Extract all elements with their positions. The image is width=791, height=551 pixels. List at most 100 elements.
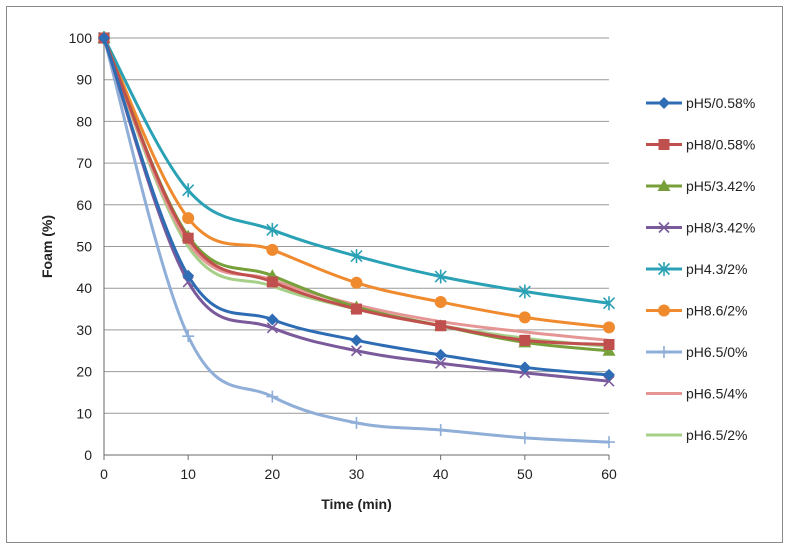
series-line xyxy=(102,37,610,444)
data-point xyxy=(266,313,279,326)
data-point xyxy=(603,368,615,381)
y-tick-label: 100 xyxy=(69,30,93,46)
series-line xyxy=(102,37,610,349)
data-point xyxy=(603,321,615,334)
data-point xyxy=(98,32,110,44)
data-point xyxy=(602,344,616,356)
y-tick-label: 70 xyxy=(76,155,92,171)
chart-frame xyxy=(6,6,783,543)
x-tick-label: 0 xyxy=(100,466,108,482)
series-pH6.5/0% xyxy=(98,32,615,449)
data-point xyxy=(350,276,363,289)
y-tick-label: 40 xyxy=(76,280,92,296)
data-point xyxy=(603,375,615,387)
y-tick-label: 90 xyxy=(76,72,92,88)
y-axis-title: Foam (%) xyxy=(39,215,55,278)
legend-label: pH4.3/2% xyxy=(686,261,747,277)
data-point xyxy=(435,320,447,332)
legend-item: pH8/3.42% xyxy=(646,220,755,236)
data-point xyxy=(434,295,447,308)
y-tick-label: 30 xyxy=(76,322,92,338)
series-line xyxy=(102,37,610,342)
y-tick-label: 20 xyxy=(76,364,92,380)
data-point xyxy=(602,296,616,311)
legend-marker xyxy=(657,262,671,276)
data-point xyxy=(350,249,363,264)
data-point xyxy=(350,334,363,347)
data-point xyxy=(182,183,195,198)
x-tick-labels: 0 10 20 30 40 50 60 xyxy=(100,466,617,482)
legend-marker xyxy=(658,304,670,317)
legend-label: pH6.5/0% xyxy=(686,344,747,360)
y-tick-label: 0 xyxy=(84,447,92,463)
data-point xyxy=(350,416,363,429)
legend-item: pH6.5/0% xyxy=(646,344,747,360)
data-point xyxy=(518,311,531,324)
series-pH8.6/2% xyxy=(98,32,615,334)
data-point xyxy=(603,338,615,350)
legend-label: pH8/3.42% xyxy=(686,220,755,236)
series-pH6.5/2% xyxy=(102,37,610,349)
x-tick-label: 40 xyxy=(433,466,449,482)
data-point xyxy=(182,330,195,343)
legend-item: pH8.6/2% xyxy=(646,303,747,319)
legend-item: pH5/0.58% xyxy=(646,95,755,111)
y-tick-labels: 0 10 20 30 40 50 60 70 80 90 100 xyxy=(69,30,93,463)
series-line xyxy=(102,37,610,346)
data-point xyxy=(434,423,447,436)
x-tick-label: 30 xyxy=(349,466,365,482)
x-axis-title: Time (min) xyxy=(321,496,392,512)
data-point xyxy=(518,431,531,444)
data-point xyxy=(519,334,531,346)
y-tick-label: 80 xyxy=(76,113,92,129)
legend-label: pH5/3.42% xyxy=(686,178,755,194)
series-pH4.3/2% xyxy=(97,31,616,311)
legend-item: pH8/0.58% xyxy=(646,137,755,153)
x-tick-label: 50 xyxy=(517,466,533,482)
data-point xyxy=(434,269,447,284)
legend-marker xyxy=(657,179,671,191)
data-point xyxy=(266,243,279,256)
series-line xyxy=(102,37,610,383)
data-point xyxy=(182,269,195,282)
legend-item: pH6.5/2% xyxy=(646,427,747,443)
x-tick-label: 20 xyxy=(265,466,281,482)
data-point xyxy=(266,222,279,237)
legend-label: pH5/0.58% xyxy=(686,95,755,111)
data-point xyxy=(266,322,278,334)
legend-marker xyxy=(658,97,670,109)
legend-label: pH6.5/2% xyxy=(686,427,747,443)
legend: pH5/0.58% pH8/0.58% pH5/3.42% pH8/3.42% pH4.… xyxy=(646,95,755,443)
y-tick-label: 60 xyxy=(76,197,92,213)
data-point xyxy=(266,276,278,288)
axes xyxy=(103,38,610,460)
legend-marker xyxy=(658,139,670,150)
data-point xyxy=(434,348,447,361)
legend-item: pH6.5/4% xyxy=(646,386,747,402)
x-tick-label: 60 xyxy=(601,466,617,482)
legend-item: pH5/3.42% xyxy=(646,178,755,194)
data-point xyxy=(351,303,362,315)
series-group xyxy=(97,31,616,449)
data-point xyxy=(266,390,279,403)
legend-label: pH8/0.58% xyxy=(686,137,755,153)
series-pH5/0.58% xyxy=(98,32,615,381)
data-point xyxy=(350,345,363,357)
x-tick-label: 10 xyxy=(180,466,196,482)
y-tick-label: 10 xyxy=(76,405,92,421)
data-point xyxy=(435,357,447,369)
data-point xyxy=(182,212,195,225)
legend-label: pH8.6/2% xyxy=(686,303,747,319)
data-point xyxy=(518,361,531,374)
legend-item: pH4.3/2% xyxy=(646,261,747,277)
series-pH6.5/4% xyxy=(102,37,610,342)
legend-marker xyxy=(658,221,670,234)
data-point xyxy=(182,232,194,244)
legend-label: pH6.5/4% xyxy=(686,386,747,402)
data-point xyxy=(518,284,531,299)
legend-marker xyxy=(658,346,670,358)
gridlines xyxy=(104,37,609,414)
y-tick-label: 50 xyxy=(76,239,92,255)
data-point xyxy=(603,436,615,449)
